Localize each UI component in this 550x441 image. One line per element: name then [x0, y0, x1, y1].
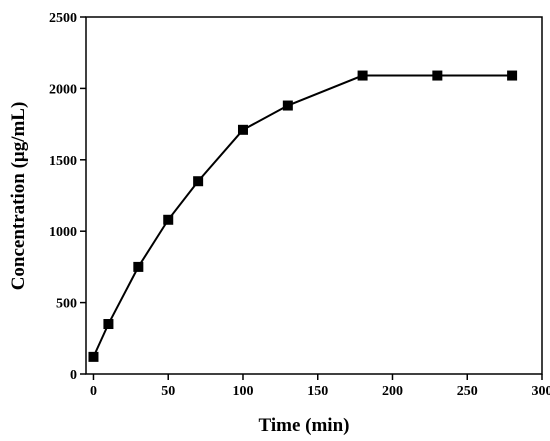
data-point — [88, 351, 99, 362]
y-tick-label: 2500 — [49, 11, 77, 26]
data-point — [237, 124, 248, 135]
x-axis-ticks: 0 50 100 150 200 250 300 — [90, 374, 550, 399]
x-tick-label: 250 — [457, 384, 478, 399]
x-tick-label: 0 — [90, 384, 97, 399]
data-point — [507, 70, 518, 81]
data-point — [103, 319, 114, 330]
data-point — [163, 214, 174, 225]
data-point — [193, 176, 204, 187]
y-tick-label: 2000 — [49, 82, 77, 97]
x-tick-label: 50 — [161, 384, 175, 399]
plot-frame — [85, 16, 543, 375]
y-tick-label: 1000 — [49, 225, 77, 240]
x-tick-label: 100 — [232, 384, 253, 399]
series-layer — [88, 70, 518, 362]
x-tick-label: 300 — [532, 384, 550, 399]
y-tick-label: 0 — [70, 368, 77, 383]
x-tick-label: 150 — [307, 384, 328, 399]
series-line — [92, 74, 513, 358]
data-point — [282, 100, 293, 111]
data-point — [432, 70, 443, 81]
data-point — [133, 261, 144, 272]
data-point — [357, 70, 368, 81]
x-tick-label: 200 — [382, 384, 403, 399]
y-tick-label: 500 — [56, 297, 77, 312]
y-tick-label: 1500 — [49, 154, 77, 169]
y-axis-label: Concentration (μg/mL) — [8, 102, 29, 291]
plot-area — [85, 16, 543, 375]
y-axis-ticks: 0 500 1000 1500 2000 2500 — [49, 11, 86, 383]
x-axis-label: Time (min) — [259, 415, 350, 436]
